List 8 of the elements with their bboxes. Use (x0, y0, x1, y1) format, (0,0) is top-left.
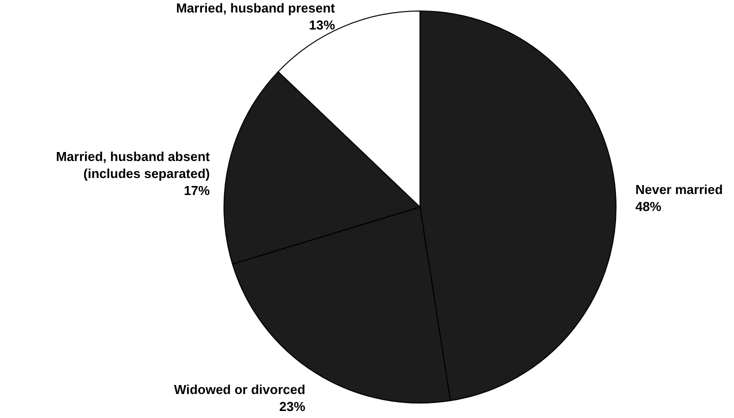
slice-label: Widowed or divorced (174, 382, 306, 398)
data-label: 23% (279, 399, 306, 414)
data-label: 48% (635, 199, 662, 214)
slice-label: Married, husband present (176, 0, 336, 16)
slice-label: Married, husband absent (includes separated) (56, 149, 211, 182)
data-label: 13% (308, 17, 336, 32)
data-label: 17% (184, 183, 210, 198)
slice-label: Never married (635, 182, 723, 198)
